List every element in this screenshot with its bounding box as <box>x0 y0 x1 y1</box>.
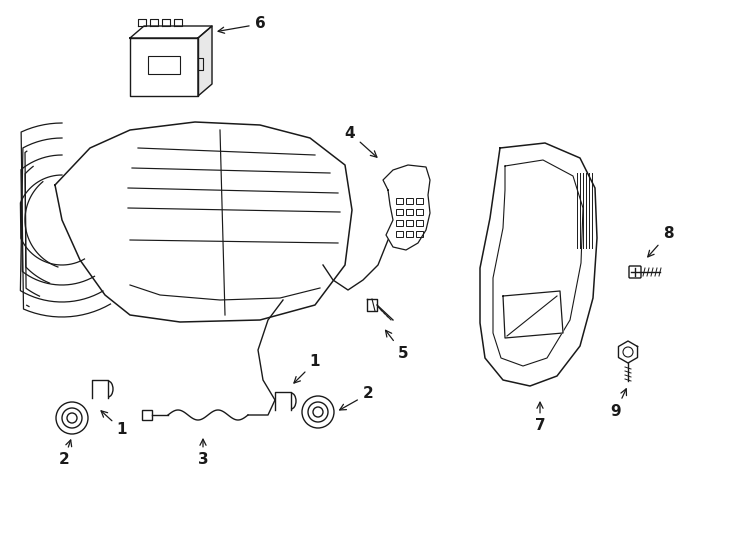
Text: 1: 1 <box>294 354 320 383</box>
Polygon shape <box>480 143 597 386</box>
Bar <box>142 410 152 420</box>
Bar <box>396 209 403 215</box>
Bar <box>406 209 413 215</box>
Text: 2: 2 <box>340 387 374 410</box>
Polygon shape <box>130 26 212 38</box>
Bar <box>406 198 413 204</box>
Polygon shape <box>383 165 430 250</box>
Text: 1: 1 <box>101 411 127 437</box>
Bar <box>396 231 403 237</box>
Bar <box>416 198 423 204</box>
Polygon shape <box>503 291 563 338</box>
Text: 9: 9 <box>611 389 626 419</box>
Bar <box>406 231 413 237</box>
Text: 2: 2 <box>59 440 72 468</box>
Polygon shape <box>55 122 352 322</box>
Bar <box>396 220 403 226</box>
Bar <box>416 231 423 237</box>
Text: 5: 5 <box>385 330 408 361</box>
Polygon shape <box>198 26 212 96</box>
Text: 3: 3 <box>197 439 208 468</box>
Text: 7: 7 <box>534 402 545 434</box>
Bar <box>148 56 180 74</box>
Text: 4: 4 <box>345 125 377 157</box>
Polygon shape <box>130 38 198 96</box>
Text: 6: 6 <box>218 17 266 33</box>
Bar <box>396 198 403 204</box>
Bar <box>416 209 423 215</box>
Bar <box>416 220 423 226</box>
Text: 8: 8 <box>648 226 673 257</box>
Polygon shape <box>619 341 638 363</box>
Bar <box>406 220 413 226</box>
